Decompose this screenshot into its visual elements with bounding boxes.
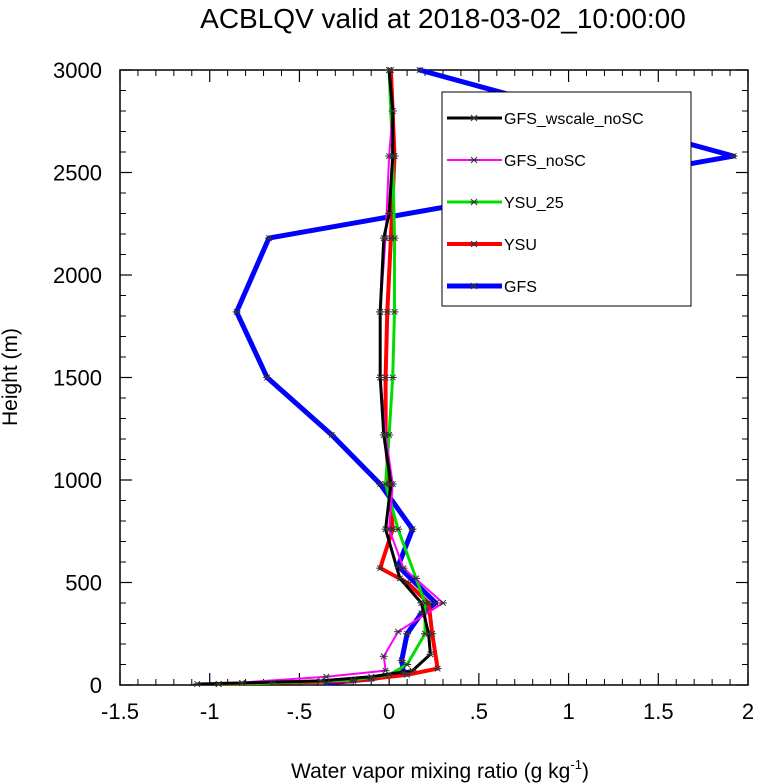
data-point-marker — [268, 679, 277, 687]
data-point-marker — [379, 653, 388, 660]
data-point-marker — [322, 673, 331, 680]
data-point-marker — [379, 431, 388, 439]
data-point-marker — [349, 677, 358, 685]
legend-marker — [470, 198, 478, 206]
x-axis-title: Water vapor mixing ratio (g kg-1) — [291, 757, 589, 783]
y-tick-label: 2000 — [53, 263, 102, 288]
x-tick-label: 1 — [562, 699, 574, 724]
data-point-marker — [433, 665, 442, 672]
x-tick-label: 2 — [742, 699, 754, 724]
y-axis-title: Height (m) — [0, 328, 22, 426]
data-point-marker — [395, 575, 404, 582]
data-point-marker — [327, 431, 336, 439]
legend-label: GFS_wscale_noSC — [504, 111, 644, 128]
data-point-marker — [263, 374, 272, 381]
data-point-marker — [431, 599, 440, 607]
x-tick-label: -1.5 — [101, 699, 139, 724]
data-point-marker — [403, 671, 412, 678]
data-point-marker — [424, 630, 433, 637]
data-point-marker — [385, 66, 394, 74]
legend-marker — [470, 282, 478, 290]
data-point-marker — [386, 480, 395, 488]
data-point-marker — [397, 657, 406, 664]
data-point-marker — [394, 526, 403, 533]
x-tick-label: 0 — [383, 699, 395, 724]
x-tick-label: 1.5 — [643, 699, 674, 724]
data-point-marker — [388, 374, 397, 381]
series-line-ysu — [216, 68, 440, 686]
data-point-marker — [388, 107, 397, 115]
data-point-marker — [408, 526, 417, 533]
y-tick-label: 2500 — [53, 161, 102, 186]
data-point-marker — [349, 676, 358, 684]
data-point-marker — [417, 610, 426, 617]
data-point-marker — [214, 680, 223, 688]
y-tick-label: 0 — [90, 673, 102, 698]
x-axis-title-close: ) — [582, 760, 589, 783]
data-point-marker — [193, 680, 202, 688]
y-tick-label: 1000 — [53, 468, 102, 493]
data-point-marker — [232, 308, 241, 316]
data-point-marker — [426, 651, 435, 658]
data-point-marker — [394, 628, 403, 635]
x-axis-title-superscript: -1 — [570, 757, 582, 772]
x-axis-title-main: Water vapor mixing ratio (g kg — [291, 760, 570, 783]
data-point-marker — [399, 564, 408, 572]
data-point-marker — [385, 210, 394, 217]
data-point-marker — [381, 667, 390, 674]
data-point-marker — [417, 599, 426, 607]
data-point-marker — [403, 630, 412, 637]
y-tick-label: 500 — [65, 571, 102, 596]
data-point-marker — [379, 234, 388, 242]
legend-label: GFS — [504, 279, 537, 296]
legend: GFS_wscale_noSC GFS_noSC YSU_25 YSU GFS — [441, 91, 692, 307]
data-point-marker — [388, 152, 397, 160]
legend-marker — [470, 240, 478, 248]
legend-label: GFS_noSC — [504, 153, 586, 170]
axis-ticks: -1.5 -1 -.5 0 .5 1 1.5 2 0 500 1000 1500 2000 2500 300… — [53, 58, 754, 724]
legend-label: YSU — [504, 237, 537, 254]
data-point-marker — [316, 677, 325, 685]
data-point-marker — [390, 234, 399, 242]
legend-marker — [470, 114, 478, 122]
data-point-marker — [381, 526, 390, 533]
data-point-marker — [376, 564, 385, 572]
data-point-marker — [390, 308, 399, 316]
legend-marker — [470, 156, 478, 164]
data-point-marker — [729, 152, 738, 160]
x-tick-label: -1 — [200, 699, 220, 724]
data-point-marker — [403, 579, 412, 586]
chart-title: ACBLQV valid at 2018-03-02_10:00:00 — [200, 3, 686, 34]
data-point-marker — [376, 308, 385, 316]
data-point-marker — [238, 679, 247, 687]
x-tick-label: -.5 — [287, 699, 313, 724]
data-point-marker — [367, 673, 376, 680]
data-point-marker — [415, 66, 424, 74]
data-point-marker — [438, 599, 447, 607]
series-lines — [193, 66, 738, 688]
data-point-marker — [403, 661, 412, 668]
data-point-marker — [383, 308, 392, 316]
data-point-marker — [376, 374, 385, 381]
data-point-marker — [264, 234, 273, 242]
legend-label: YSU_25 — [504, 195, 564, 212]
y-tick-label: 1500 — [53, 366, 102, 391]
x-tick-label: .5 — [470, 699, 488, 724]
data-point-marker — [412, 575, 421, 582]
y-tick-label: 3000 — [53, 58, 102, 83]
series-line-gfs-nosc — [217, 69, 444, 685]
legend-box — [441, 91, 692, 307]
data-point-marker — [408, 667, 417, 674]
